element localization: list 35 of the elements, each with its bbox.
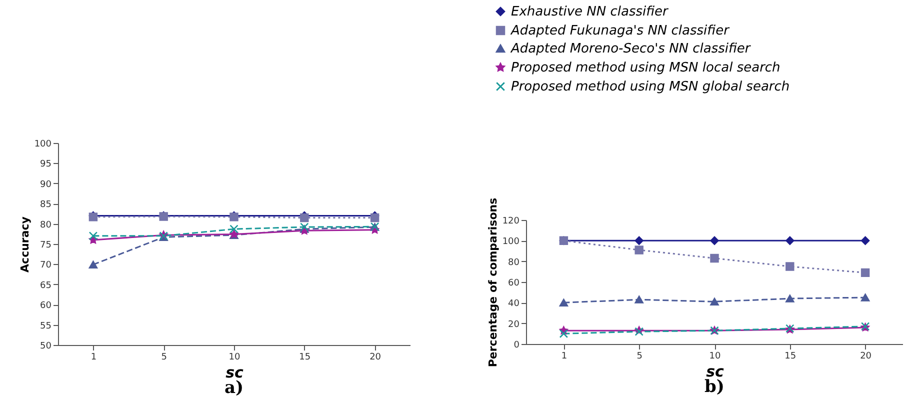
y-tick-label: 80 [40, 220, 52, 230]
y-tick-label: 55 [40, 321, 52, 332]
y-tick-label: 20 [508, 320, 520, 330]
x-tick-label: 15 [784, 352, 796, 362]
x-tick-label: 5 [161, 352, 167, 362]
y-tick-label: 70 [40, 260, 52, 271]
x-tick-label: 20 [860, 352, 872, 362]
legend-label: Adapted Fukunaga's NN classifier [510, 24, 731, 38]
x-tick-label: 10 [709, 352, 721, 362]
y-tick-label: 75 [40, 240, 52, 250]
x-tick-label: 15 [299, 352, 311, 362]
y-axis-title: Accuracy [18, 216, 32, 272]
y-tick-label: 90 [40, 180, 52, 190]
y-tick-label: 95 [40, 160, 52, 170]
x-tick-label: 1 [561, 352, 568, 362]
y-tick-label: 50 [40, 342, 52, 352]
legend-label: Adapted Moreno-Seco's NN classifier [510, 42, 752, 56]
y-tick-label: 85 [40, 200, 52, 210]
y-tick-label: 0 [514, 340, 520, 350]
y-axis-title: Percentage of comparisons [486, 197, 500, 368]
legend-label: Proposed method using MSN local search [511, 60, 780, 76]
y-tick-label: 80 [508, 258, 520, 268]
y-tick-label: 120 [502, 216, 520, 226]
y-tick-label: 40 [508, 299, 520, 310]
legend-label: Proposed method using MSN global search [511, 80, 790, 94]
y-tick-label: 60 [508, 278, 520, 288]
y-tick-label: 65 [40, 280, 52, 291]
x-tick-label: 1 [90, 352, 97, 362]
x-tick-label: 20 [370, 352, 382, 362]
y-tick-label: 100 [34, 140, 52, 150]
x-tick-label: 10 [228, 352, 240, 362]
x-tick-label: 5 [636, 352, 642, 362]
legend-label: Exhaustive NN classifier [511, 4, 670, 20]
y-tick-label: 100 [502, 237, 520, 248]
y-tick-label: 60 [40, 301, 52, 312]
